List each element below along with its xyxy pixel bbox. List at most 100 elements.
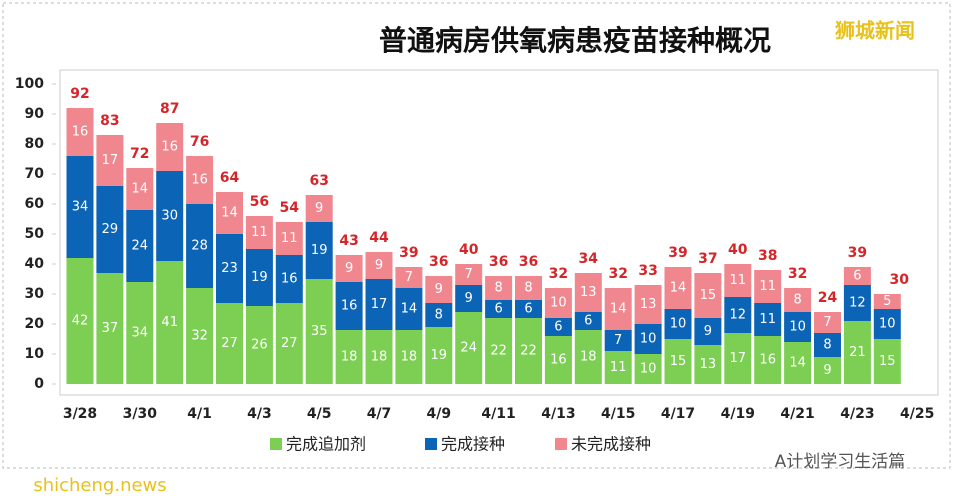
y-tick-label: 10 [25,346,45,362]
bar-segment [335,282,363,330]
segment-label: 9 [823,363,831,378]
chart-title: 普通病房供氧病患疫苗接种概况 [379,24,771,57]
bar-segment [485,300,513,318]
segment-label: 9 [435,282,443,297]
segment-label: 10 [670,317,687,332]
bar-segment [515,318,542,384]
segment-label: 15 [700,288,717,303]
segment-label: 16 [161,140,178,155]
segment-label: 27 [221,336,238,351]
legend-label: 完成接种 [441,435,505,454]
total-label: 43 [339,233,358,249]
x-tick-label: 4/25 [900,406,934,422]
site: shicheng.news [33,475,166,496]
bar-segment [784,288,812,312]
segment-label: 13 [580,285,597,300]
bar-segment [156,261,184,384]
bar-segment [275,222,303,255]
segment-label: 34 [132,326,149,341]
bar-segment [96,135,124,186]
bar-segment [425,276,453,303]
bar-segment [455,285,483,312]
bar-segment [395,267,423,288]
segment-label: 24 [460,341,477,356]
bar-segment [395,330,423,384]
x-tick-label: 4/5 [307,406,332,422]
bar-segment [694,273,722,318]
bar-segment [216,192,243,234]
segment-label: 42 [72,314,89,329]
segment-label: 22 [520,344,537,359]
bar-segment [544,288,572,318]
segment-label: 8 [524,281,532,296]
segment-label: 7 [823,315,831,330]
total-label: 38 [758,248,777,264]
bar-segment [544,318,572,336]
bar-segment [335,330,363,384]
segment-label: 23 [221,261,238,276]
segment-label: 29 [102,222,119,237]
bar-segment [814,357,841,384]
total-label: 32 [549,266,568,282]
segment-label: 11 [759,312,776,327]
segment-label: 16 [191,173,208,188]
segment-label: 13 [640,297,657,312]
segment-label: 6 [853,269,861,284]
x-tick-label: 4/15 [601,406,635,422]
bar-segment [126,168,154,210]
bar-segment [634,324,662,354]
bar-segment [186,288,214,384]
bar-segment [515,300,542,318]
bar-segment [634,285,662,324]
bar-segment [873,309,901,339]
segment-label: 27 [281,336,298,351]
segment-label: 8 [435,308,443,323]
x-tick-label: 4/9 [426,406,451,422]
total-label: 37 [698,251,717,267]
total-label: 40 [728,242,748,258]
brand: 狮城新闻 [835,19,915,43]
bar-segment [156,123,184,171]
bar-segment [216,303,243,384]
bar-segment [694,345,722,384]
segment-label: 11 [251,225,268,240]
bar-segment [843,321,871,384]
y-tick-label: 90 [25,106,45,122]
bar-segment [873,339,901,384]
segment-label: 14 [132,182,149,197]
total-label: 39 [399,245,418,261]
total-label: 39 [668,245,687,261]
total-label: 56 [250,194,269,210]
frame [2,2,951,469]
bar-segment [664,267,692,309]
x-tick-label: 4/19 [721,406,755,422]
segment-label: 41 [161,315,178,330]
bar-segment [724,264,752,297]
plot-frame [59,69,939,396]
segment-label: 6 [554,320,562,335]
segment-label: 12 [730,308,747,323]
bar-segment [604,288,632,330]
bar-segment [754,270,782,303]
bar-segment [724,297,752,333]
bar-segment [873,294,901,309]
bar-segment [186,204,214,288]
x-tick-label: 4/23 [840,406,874,422]
segment-label: 14 [401,302,418,317]
segment-label: 26 [251,338,268,353]
segment-label: 16 [72,125,89,140]
y-tick-label: 50 [25,226,45,242]
y-tick-label: 70 [25,166,45,182]
bar-segment [275,303,303,384]
bar-segment [365,252,393,279]
total-label: 87 [160,101,179,117]
segment-label: 7 [614,333,622,348]
total-label: 30 [890,272,910,288]
bar-segment [664,309,692,339]
segment-label: 34 [72,200,89,215]
segment-label: 14 [221,206,238,221]
bar-segment [604,351,632,384]
segment-label: 12 [849,296,866,311]
bar-segment [126,282,154,384]
